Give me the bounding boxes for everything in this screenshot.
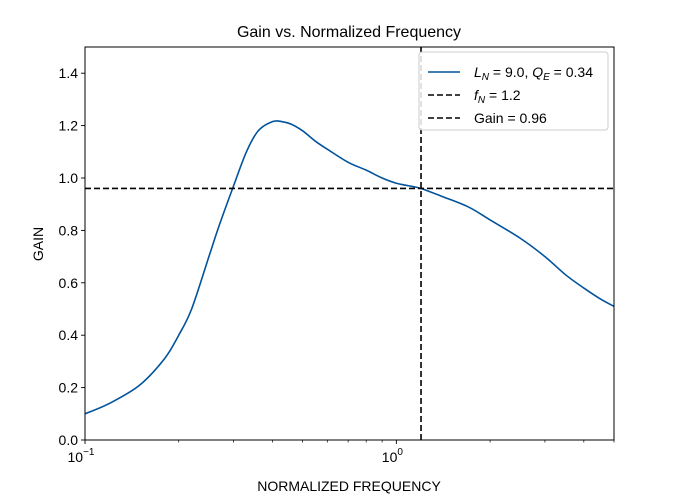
x-tick-label: 10−1	[68, 447, 95, 465]
y-axis-label: GAIN	[30, 227, 46, 261]
legend-label: Gain = 0.96	[474, 110, 547, 126]
legend: LN = 9.0, QE = 0.34 fN = 1.2 Gain = 0.96	[418, 51, 609, 131]
legend-label: fN = 1.2	[474, 87, 521, 106]
chart-title: Gain vs. Normalized Frequency	[237, 24, 461, 41]
y-tick-label: 0.2	[59, 380, 79, 396]
y-tick-label: 1.4	[59, 65, 79, 81]
y-tick-label: 0.4	[59, 327, 79, 343]
legend-box	[418, 51, 609, 131]
x-tick-label: 100	[382, 447, 404, 465]
gain-curve	[85, 120, 614, 415]
x-axis-label: NORMALIZED FREQUENCY	[257, 478, 441, 494]
y-tick-label: 0.6	[59, 275, 79, 291]
y-tick-label: 1.0	[59, 170, 79, 186]
y-tick-label: 0.0	[59, 432, 79, 448]
y-tick-label: 1.2	[59, 118, 79, 134]
plot-frame	[84, 46, 615, 441]
y-tick-label: 0.8	[59, 222, 79, 238]
legend-label: LN = 9.0, QE = 0.34	[474, 64, 593, 83]
